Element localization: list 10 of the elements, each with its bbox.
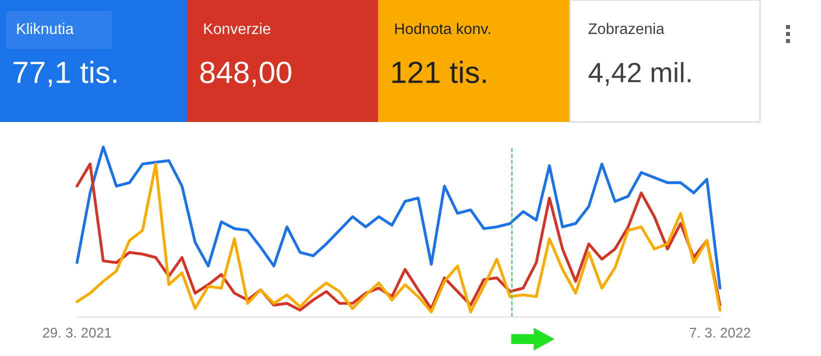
text: 848,00	[200, 62, 292, 87]
text: Hodnota konv.	[395, 22, 490, 34]
text: Kliknutia	[17, 22, 74, 34]
x-tick-label: 7. 3. 2022	[690, 328, 750, 338]
text: Zobrazenia	[588, 22, 664, 34]
text: 121 tis.	[392, 60, 486, 84]
text: Konverzie	[204, 22, 270, 34]
text: 4,42 mil.	[588, 62, 690, 86]
text: 77,1 tis.	[14, 60, 116, 87]
x-tick-label: 29. 3. 2021	[42, 328, 112, 338]
